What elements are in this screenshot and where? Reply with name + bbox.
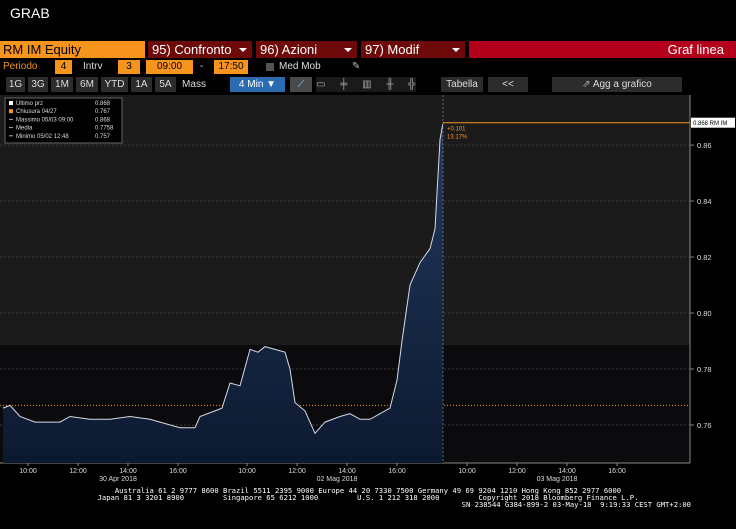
footer-line: SN 238544 G384-899-2 03-May-18 9:19:33 C…	[461, 500, 691, 509]
legend-swatch	[9, 109, 13, 114]
frequency-button[interactable]: 4 Min ▼	[230, 77, 285, 92]
y-tick-label: 0.82	[697, 253, 712, 262]
legend-label: Minimo 05/02 12:48	[16, 134, 69, 140]
add-to-chart-button[interactable]: ⇗ Agg a grafico	[552, 77, 682, 92]
legend-value: 0.757	[95, 134, 111, 140]
x-tick-label: 12:00	[288, 468, 306, 475]
range-button[interactable]: YTD	[101, 77, 128, 92]
security-field[interactable]: RM IM Equity	[0, 41, 145, 58]
tab-label: 96) Azioni	[260, 42, 318, 57]
x-tick-label: 14:00	[558, 468, 576, 475]
dash: -	[200, 61, 204, 72]
legend-label: Ultimo prz	[16, 101, 43, 107]
footer-line: Australia 61 2 9777 8600 Brazil 5511 239…	[114, 486, 622, 495]
x-tick-label: 16:00	[608, 468, 626, 475]
last-label-box	[691, 117, 735, 128]
day-label: 30 Apr 2018	[99, 476, 137, 483]
x-tick-label: 16:00	[388, 468, 406, 475]
last-label: 0.868 RM IM	[693, 121, 727, 127]
x-tick-label: 12:00	[69, 468, 87, 475]
range-button[interactable]: 1G	[6, 77, 25, 92]
footer-line: Japan 81 3 3201 8900 Singapore 65 6212 1…	[97, 493, 639, 502]
legend-value: 0.7758	[95, 126, 114, 132]
range-button[interactable]: 3G	[28, 77, 48, 92]
range-button[interactable]: 5A	[155, 77, 176, 92]
chart-type[interactable]: Graf linea	[469, 41, 736, 58]
line-icon[interactable]: ⟋	[290, 77, 312, 92]
moving-avg-label: Med Mob	[279, 61, 321, 72]
legend-label: Media	[16, 126, 33, 132]
annotation: +0.101	[447, 127, 466, 133]
tab-label: 97) Modif	[365, 42, 420, 57]
range-button[interactable]: 1M	[51, 77, 73, 92]
x-tick-label: 16:00	[169, 468, 187, 475]
y-tick-label: 0.86	[697, 141, 712, 150]
y-tick-label: 0.78	[697, 365, 712, 374]
legend-label: Massimo 05/03 09:00	[16, 117, 74, 123]
tab-edit[interactable]: 97) Modif	[361, 41, 465, 58]
x-tick-label: 10:00	[458, 468, 476, 475]
add-label: Agg a grafico	[592, 79, 652, 90]
y-tick-label: 0.80	[697, 309, 712, 318]
chart-style-icons[interactable]: ▭ ╪ ▥ ╫ ╬	[316, 77, 422, 92]
legend-value: 0.868	[95, 101, 111, 107]
period-field[interactable]: 4	[55, 60, 72, 74]
back-button[interactable]: <<	[488, 77, 528, 92]
period-label: Periodo	[3, 61, 38, 72]
range-button[interactable]: 1A	[131, 77, 152, 92]
table-button[interactable]: Tabella	[441, 77, 483, 92]
y-tick-label: 0.84	[697, 197, 712, 206]
day-label: 02 Mag 2018	[317, 476, 358, 483]
tab-label: 95) Confronto	[152, 42, 232, 57]
legend-value: 0.868	[95, 117, 111, 123]
price-line	[2, 122, 444, 435]
x-tick-label: 14:00	[119, 468, 137, 475]
start-field[interactable]: 09:00	[146, 60, 193, 74]
end-field[interactable]: 17:50	[214, 60, 248, 74]
legend-value: 0.767	[95, 109, 111, 115]
interval-field[interactable]: 3	[118, 60, 140, 74]
legend-label: Chiusura 04/27	[16, 109, 57, 115]
checkbox[interactable]	[266, 63, 274, 71]
range-button[interactable]: 6M	[76, 77, 98, 92]
x-tick-label: 14:00	[338, 468, 356, 475]
x-tick-label: 10:00	[19, 468, 37, 475]
interval-label: Intrv	[83, 61, 103, 72]
x-tick-label: 12:00	[508, 468, 526, 475]
x-tick-label: 10:00	[238, 468, 256, 475]
annotation: 13.17%	[447, 135, 468, 141]
icon: ⇗	[582, 79, 593, 90]
day-label: 03 Mag 2018	[537, 476, 578, 483]
pencil-icon[interactable]: ✎	[352, 61, 361, 72]
tab-actions[interactable]: 96) Azioni	[256, 41, 357, 58]
y-tick-label: 0.76	[697, 421, 712, 430]
legend-swatch	[9, 101, 13, 105]
range-button[interactable]: Mass	[179, 77, 209, 92]
window-title: GRAB	[10, 5, 50, 21]
legend-box	[4, 97, 123, 144]
tab-compare[interactable]: 95) Confronto	[148, 41, 252, 58]
area	[3, 122, 443, 463]
chart: 0.76 0.78 0.80 0.82 0.84 0.86 10:00 12:00 14:00 1…	[0, 95, 735, 483]
